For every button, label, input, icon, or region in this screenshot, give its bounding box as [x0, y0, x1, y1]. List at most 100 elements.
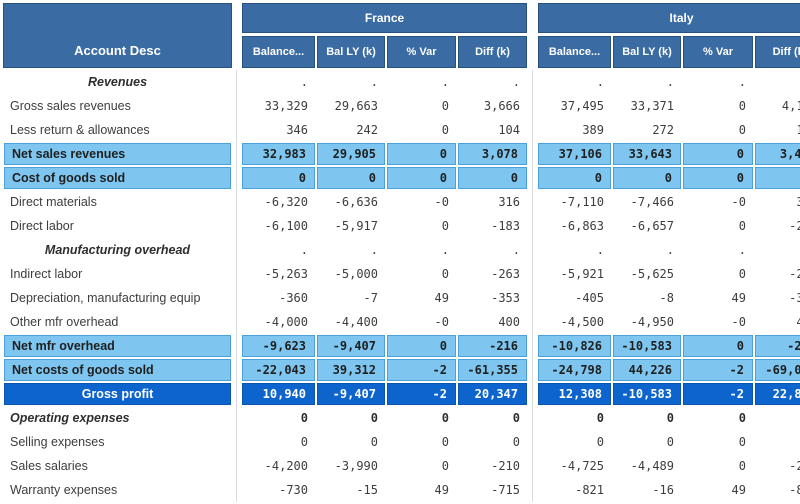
- measure-cell: .: [512, 75, 520, 89]
- measure-cell: 242: [356, 123, 378, 137]
- measure-cell: 33,329: [264, 99, 308, 113]
- row-label-cell[interactable]: Sales salaries: [10, 459, 88, 473]
- measure-cell: -8: [659, 291, 674, 305]
- measure-cell: -5,917: [334, 219, 378, 233]
- measure-cell: -9,407: [317, 335, 385, 357]
- column-header-diff[interactable]: Diff (k): [755, 36, 800, 68]
- measure-cell: 0: [441, 459, 449, 473]
- row-label-cell[interactable]: Direct materials: [10, 195, 97, 209]
- measure-cell: 0: [596, 435, 604, 449]
- row-label-cell[interactable]: Other mfr overhead: [10, 315, 119, 329]
- measure-cell: -353: [491, 291, 520, 305]
- measure-cell: 49: [434, 291, 449, 305]
- measure-cell: 0: [738, 435, 746, 449]
- measure-cell: 0: [683, 143, 753, 165]
- measure-cell: 0: [441, 123, 449, 137]
- measure-cell: .: [441, 75, 449, 89]
- measure-cell: -397: [789, 291, 800, 305]
- measure-cell: .: [738, 75, 746, 89]
- row-label-cell[interactable]: Revenues: [87, 75, 148, 89]
- measure-cell: 0: [666, 435, 674, 449]
- row-label-cell[interactable]: Indirect labor: [10, 267, 83, 281]
- measure-cell: .: [666, 243, 674, 257]
- measure-cell: 356: [796, 195, 800, 209]
- measure-cell: 346: [286, 123, 308, 137]
- measure-cell: 4,124: [781, 99, 800, 113]
- measure-cell: 0: [755, 167, 800, 189]
- row-label-cell[interactable]: Gross sales revenues: [10, 99, 131, 113]
- measure-cell: -4,489: [630, 459, 674, 473]
- measure-cell: .: [666, 75, 674, 89]
- measure-cell: -9,623: [242, 335, 315, 357]
- column-group-header-france[interactable]: France: [242, 3, 527, 33]
- measure-cell: -7,110: [560, 195, 604, 209]
- row-label-cell[interactable]: Less return & allowances: [10, 123, 150, 137]
- measure-cell: 44,226: [613, 359, 681, 381]
- measure-cell: -7: [363, 291, 378, 305]
- measure-cell: -821: [575, 483, 604, 497]
- measure-cell: -715: [491, 483, 520, 497]
- row-label-cell[interactable]: Operating expenses: [10, 411, 130, 425]
- measure-cell: -6,636: [334, 195, 378, 209]
- measure-cell: 0: [738, 459, 746, 473]
- column-header-bal-ly[interactable]: Bal LY (k): [613, 36, 681, 68]
- measure-cell: -263: [491, 267, 520, 281]
- column-header-pct-var[interactable]: % Var: [683, 36, 753, 68]
- measure-cell: .: [370, 243, 378, 257]
- measure-cell: 316: [498, 195, 520, 209]
- row-label-cell[interactable]: Net costs of goods sold: [4, 359, 231, 381]
- measure-cell: -0: [434, 195, 449, 209]
- measure-cell: -2: [387, 359, 456, 381]
- measure-cell: 0: [754, 430, 800, 454]
- column-group-header-italy[interactable]: Italy: [538, 3, 800, 33]
- measure-cell: .: [300, 75, 308, 89]
- row-dimension-header[interactable]: Account Desc: [3, 3, 232, 68]
- measure-cell: 0: [370, 411, 378, 425]
- measure-cell: .: [754, 70, 800, 94]
- measure-cell: 0: [441, 411, 449, 425]
- measure-cell: 37,495: [560, 99, 604, 113]
- measure-cell: 0: [738, 99, 746, 113]
- measure-cell: -6,863: [560, 219, 604, 233]
- measure-cell: 0: [441, 435, 449, 449]
- row-label-cell[interactable]: Net mfr overhead: [4, 335, 231, 357]
- measure-cell: -296: [789, 267, 800, 281]
- measure-cell: 0: [387, 143, 456, 165]
- measure-cell: 0: [738, 123, 746, 137]
- measure-cell: 49: [434, 483, 449, 497]
- measure-cell: -4,500: [560, 315, 604, 329]
- measure-cell: -360: [279, 291, 308, 305]
- measure-cell: -4,200: [264, 459, 308, 473]
- measure-cell: -69,024: [755, 359, 800, 381]
- row-label-cell[interactable]: Gross profit: [4, 383, 231, 405]
- row-label-cell[interactable]: Depreciation, manufacturing equip: [10, 291, 201, 305]
- column-header-balance[interactable]: Balance...: [242, 36, 315, 68]
- measure-cell: -10,826: [538, 335, 611, 357]
- measure-cell: 3,666: [483, 99, 520, 113]
- column-header-pct-var[interactable]: % Var: [387, 36, 456, 68]
- measure-cell: -4,000: [264, 315, 308, 329]
- column-header-balance[interactable]: Balance...: [538, 36, 611, 68]
- measure-cell: -5,921: [560, 267, 604, 281]
- column-header-diff[interactable]: Diff (k): [458, 36, 527, 68]
- row-label-cell[interactable]: Cost of goods sold: [4, 167, 231, 189]
- measure-cell: -6,657: [630, 219, 674, 233]
- row-label-cell[interactable]: Manufacturing overhead: [44, 243, 191, 257]
- row-label-cell[interactable]: Net sales revenues: [4, 143, 231, 165]
- row-label-cell[interactable]: Warranty expenses: [10, 483, 118, 497]
- row-label-cell[interactable]: Selling expenses: [10, 435, 105, 449]
- measure-cell: 389: [582, 123, 604, 137]
- measure-cell: -0: [434, 315, 449, 329]
- measure-cell: 0: [458, 167, 527, 189]
- measure-cell: 0: [683, 335, 753, 357]
- measure-cell: 0: [613, 167, 681, 189]
- measure-cell: 0: [683, 167, 753, 189]
- measure-cell: -4,950: [630, 315, 674, 329]
- column-header-bal-ly[interactable]: Bal LY (k): [317, 36, 385, 68]
- measure-cell: -405: [575, 291, 604, 305]
- row-label-cell[interactable]: Direct labor: [10, 219, 74, 233]
- measure-cell: 0: [370, 435, 378, 449]
- measure-cell: -5,625: [630, 267, 674, 281]
- measure-cell: 0: [538, 167, 611, 189]
